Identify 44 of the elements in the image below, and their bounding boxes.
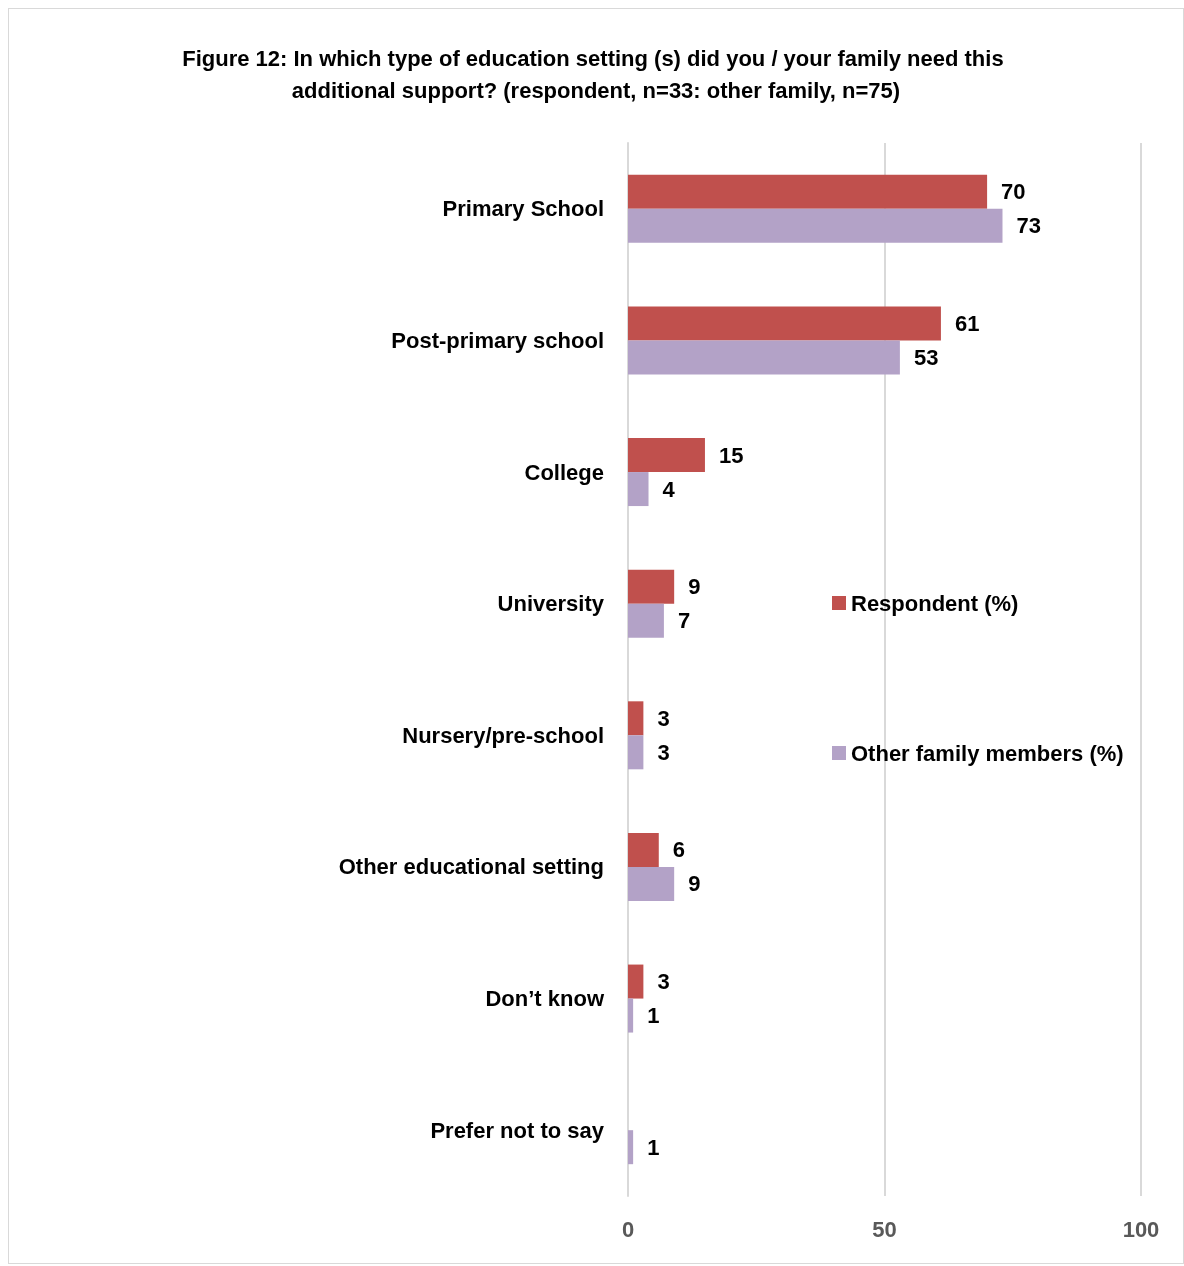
data-label: 6: [672, 837, 686, 863]
bar: [628, 998, 634, 1033]
bar: [628, 603, 664, 638]
data-label: 1: [647, 1134, 660, 1160]
data-label: 3: [657, 739, 670, 765]
data-label: 73: [1016, 213, 1041, 239]
bar: [628, 1130, 634, 1165]
y-tick-label: Other educational setting: [338, 854, 604, 880]
data-label: 61: [954, 310, 980, 336]
bar: [628, 866, 675, 901]
bar: [628, 964, 644, 999]
data-label: 9: [688, 574, 701, 600]
y-tick-label: University: [497, 591, 605, 617]
data-label: 53: [913, 344, 939, 370]
bar: [628, 306, 941, 341]
bar: [628, 832, 659, 867]
bar: [628, 174, 988, 209]
data-label: 3: [657, 705, 670, 731]
legend-label: Respondent (%): [851, 590, 1019, 616]
x-tick-label: 100: [1122, 1216, 1160, 1242]
bar: [628, 569, 675, 604]
chart-title: Figure 12: In which type of education setting (s) did you / your family need this additional support? (respondent, n=33: other family, n=75): [182, 45, 1010, 103]
x-tick-label: 50: [872, 1216, 897, 1242]
bar: [628, 208, 1003, 243]
y-tick-label: Nursery/pre-school: [402, 722, 604, 748]
x-tick-label: 0: [621, 1216, 635, 1242]
data-label: 3: [657, 969, 670, 995]
data-label: 15: [718, 442, 744, 468]
data-label: 70: [1001, 179, 1026, 205]
bar: [628, 701, 644, 736]
bar: [628, 340, 900, 375]
data-label: 7: [677, 608, 691, 634]
y-tick-label: Prefer not to say: [430, 1117, 605, 1143]
data-label: 9: [688, 871, 701, 897]
y-tick-label: Primary School: [442, 196, 604, 222]
bar: [628, 472, 649, 507]
y-tick-label: College: [524, 459, 604, 485]
bar: [628, 438, 705, 473]
legend-label: Other family members (%): [851, 740, 1124, 766]
data-label: 4: [662, 476, 676, 502]
y-tick-label: Post-primary school: [391, 327, 604, 353]
bar: [628, 735, 644, 770]
y-tick-label: Don’t know: [485, 986, 605, 1012]
data-label: 1: [647, 1003, 660, 1029]
